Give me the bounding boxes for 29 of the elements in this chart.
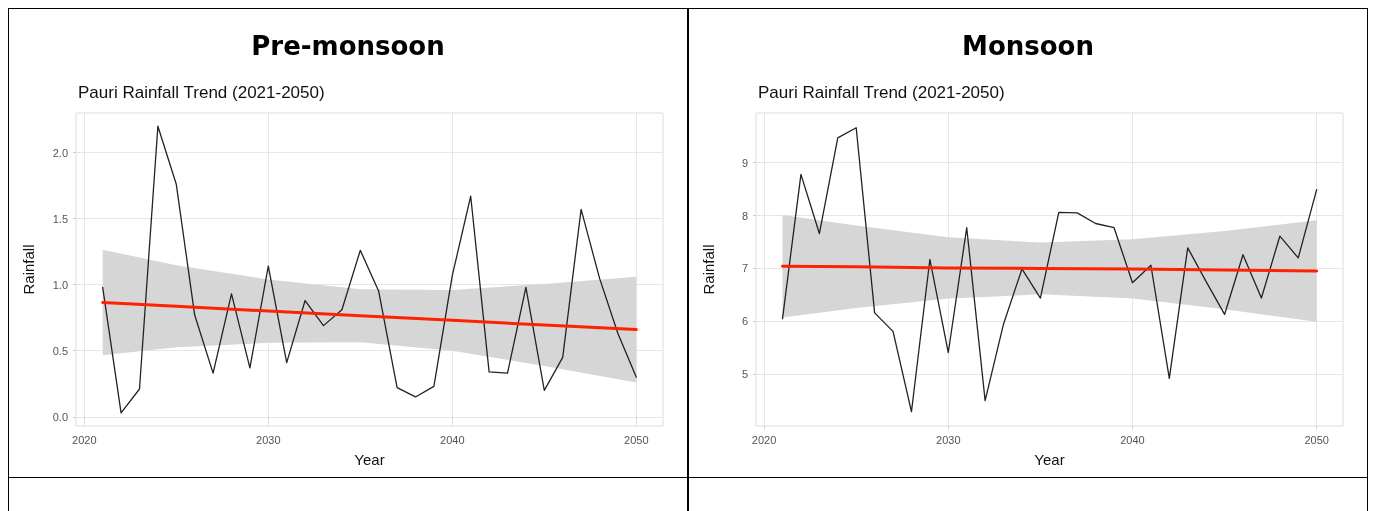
y-tick-label: 0.5 [52, 344, 68, 357]
x-tick-label: 2030 [936, 433, 961, 446]
x-axis-title: Year [354, 451, 385, 468]
x-tick-label: 2020 [72, 433, 97, 446]
y-axis-title: Rainfall [700, 244, 717, 295]
chart-title: Pre-monsoon [250, 31, 446, 61]
x-tick-label: 2020 [751, 433, 777, 446]
x-tick-label: 2050 [624, 433, 649, 446]
x-tick-label: 2040 [440, 433, 465, 446]
x-tick-label: 2030 [256, 433, 281, 446]
chart-title: Monsoon [961, 31, 1095, 61]
chart-subtitle: Pauri Rainfall Trend (2021-2050) [78, 83, 325, 102]
line-series [781, 127, 1318, 413]
chart-subtitle: Pauri Rainfall Trend (2021-2050) [758, 83, 1005, 102]
y-tick-label: 6 [741, 315, 748, 328]
x-axis-title: Year [1034, 451, 1065, 468]
y-tick-label: 8 [741, 209, 748, 222]
line-series [102, 125, 637, 414]
y-tick-label: 1.5 [52, 212, 68, 225]
x-tick-label: 2050 [1304, 433, 1329, 446]
y-tick-label: 9 [741, 156, 748, 169]
y-tick-label: 5 [741, 368, 748, 381]
x-tick-label: 2040 [1120, 433, 1145, 446]
y-tick-label: 7 [741, 262, 748, 275]
y-tick-label: 0.0 [52, 410, 68, 423]
line-series [101, 301, 638, 332]
y-tick-label: 1.0 [52, 278, 68, 291]
y-axis-title: Rainfall [20, 244, 37, 295]
y-tick-label: 2.0 [52, 146, 68, 159]
